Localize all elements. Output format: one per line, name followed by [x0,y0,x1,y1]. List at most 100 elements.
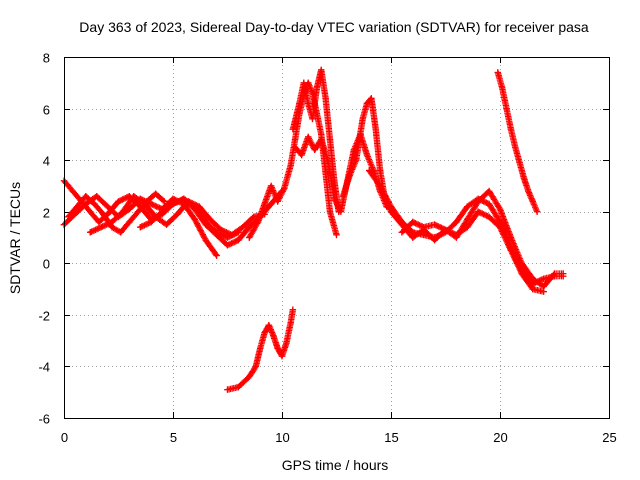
series-track-3 [65,190,168,236]
data-point [191,205,198,213]
data-point [300,79,307,86]
data-point [496,224,504,231]
data-point [507,234,515,241]
data-point [518,270,525,277]
data-point [376,182,384,190]
data-point [228,231,236,239]
data-point [372,126,379,133]
data-point [475,208,482,215]
data-point [130,193,137,200]
data-point [485,200,493,208]
y-tick-label: -4 [38,360,50,375]
data-point [257,345,264,352]
data-point [158,208,166,215]
y-tick-label: 0 [43,257,50,272]
data-point [65,213,72,221]
data-point [475,198,482,205]
series-markers [398,208,547,295]
data-point [464,216,471,223]
series-track-14 [494,69,541,215]
x-tick-label: 10 [275,430,289,445]
data-point [507,247,515,254]
data-point [246,234,253,241]
data-point [485,187,493,195]
data-point [137,224,144,231]
data-point [73,203,81,210]
data-point [202,236,209,244]
data-point [134,208,142,215]
data-point [169,200,177,208]
data-point [442,226,449,233]
grid [64,57,609,418]
x-tick-label: 25 [602,430,616,445]
data-point [296,100,303,107]
chart-title: Day 363 of 2023, Sidereal Day-to-day VTE… [79,19,589,35]
data-point [326,136,334,143]
data-point [196,203,203,210]
data-point [387,208,395,215]
data-point [464,203,471,210]
y-tick-label: 2 [43,206,50,221]
data-point [267,182,275,190]
data-point [270,332,277,339]
data-point [252,363,259,370]
data-point [246,224,253,231]
data-point [339,193,347,200]
data-point [97,224,105,231]
data-point [337,208,345,215]
data-point [213,231,220,239]
data-point [298,151,305,159]
data-point [512,144,519,151]
data-point [87,229,94,236]
data-point [420,224,427,231]
data-point [254,218,262,226]
data-point [560,270,567,277]
x-axis-label: GPS time / hours [282,457,389,473]
data-point [525,187,532,195]
series-track-10 [339,95,392,210]
data-point [239,224,246,231]
data-layer [60,66,567,393]
data-point [148,218,155,226]
y-tick-label: -6 [38,412,50,427]
data-point [305,100,312,107]
data-point [213,252,220,259]
data-point [453,218,460,226]
data-point [529,198,536,205]
y-tick-label: 8 [43,51,50,66]
data-point [261,329,268,337]
data-point [551,270,558,277]
data-point [352,156,360,164]
data-point [409,218,416,226]
data-point [69,187,76,195]
data-point [529,285,536,293]
series-markers [494,69,541,215]
data-point [274,198,281,205]
data-point [431,221,438,228]
data-point [191,216,198,223]
series-markers [387,187,567,290]
data-point [398,229,406,236]
data-point [398,221,406,228]
data-point [464,224,471,231]
data-point [540,288,547,295]
data-point [91,200,98,208]
data-point [217,226,225,233]
y-tick-label: -2 [38,309,50,324]
data-point [503,105,510,112]
data-point [281,185,288,192]
data-point [453,231,460,239]
data-point [287,162,294,169]
data-point [95,218,103,226]
data-point [250,213,257,221]
data-point [261,200,268,208]
data-point [93,193,100,200]
data-point [331,195,338,202]
y-tick-label: 4 [43,154,50,169]
data-point [246,373,253,380]
data-point [161,198,168,205]
x-tick-label: 15 [384,430,398,445]
x-tick-label: 0 [61,430,68,445]
data-point [309,115,316,123]
data-point [350,146,358,153]
